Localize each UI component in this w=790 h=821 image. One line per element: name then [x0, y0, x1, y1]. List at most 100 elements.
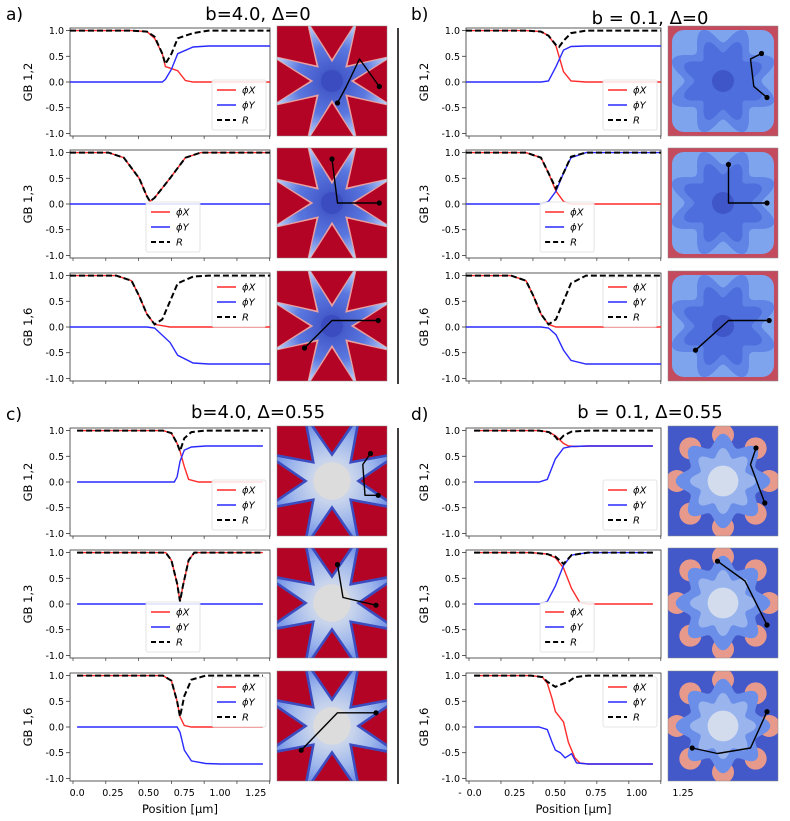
legend-label: ϕX	[176, 608, 191, 619]
legend-box	[145, 201, 201, 253]
legend: ϕX ϕY R	[602, 276, 658, 328]
series-line-r	[466, 29, 661, 49]
map-image	[277, 271, 387, 381]
map-image	[668, 426, 778, 536]
map-image	[277, 426, 387, 536]
series-line-r	[474, 551, 653, 566]
map-image	[277, 26, 387, 136]
y-tick-label: 1.0	[49, 26, 64, 37]
legend-label: ϕY	[242, 298, 256, 309]
y-tick-label: 0.5	[49, 297, 64, 308]
legend-box	[211, 79, 267, 131]
star-core	[707, 587, 739, 619]
legend-label: R	[242, 116, 249, 127]
legend: ϕX ϕY R	[539, 601, 595, 653]
legend: ϕX ϕY R	[211, 479, 267, 531]
legend-label: R	[633, 516, 640, 527]
y-tick-label: 1.0	[445, 148, 460, 159]
path-end-dot	[725, 161, 732, 168]
y-tick-label: 0.0	[445, 478, 460, 489]
map-3-0	[667, 425, 779, 537]
panel-2-subplot-1: 1.0 0.5 0.0 -0.5 -1.0 GB 1,3 ϕX ϕY R	[21, 548, 271, 662]
grain-boundary-path	[717, 560, 768, 626]
series-line-r	[466, 274, 661, 326]
star-core	[321, 70, 343, 92]
map-0-0	[276, 25, 388, 137]
legend-label: ϕX	[570, 208, 585, 219]
legend-box	[602, 479, 658, 531]
y-tick-label: 0.0	[445, 78, 460, 89]
panel-0-subplot-2: 1.0 0.5 0.0 -0.5 -1.0 GB 1,6 ϕX ϕY R	[21, 271, 271, 385]
legend: ϕX ϕY R	[211, 276, 267, 328]
legend-label: ϕX	[633, 486, 648, 497]
legend: ϕX ϕY R	[145, 601, 201, 653]
map-1-2	[667, 270, 779, 382]
series-line-phiy	[466, 45, 661, 83]
series-line-r	[77, 674, 263, 717]
map-1-1	[667, 147, 779, 259]
y-tick-label: -1.0	[45, 251, 64, 262]
y-tick-label: 0.0	[445, 600, 460, 611]
y-tick-label: 1.0	[445, 26, 460, 37]
y-tick-label: 0.0	[445, 323, 460, 334]
y-tick-label: 0.5	[49, 52, 64, 63]
y-tick-label: 0.5	[445, 52, 460, 63]
panel-1-subplot-0: 1.0 0.5 0.0 -0.5 -1.0 GB 1,2 ϕX ϕY R	[417, 26, 662, 140]
legend: ϕX ϕY R	[602, 479, 658, 531]
legend-label: ϕY	[633, 501, 647, 512]
legend-label: ϕX	[633, 283, 648, 294]
legend-label: ϕX	[242, 683, 257, 694]
path-start-dot	[764, 709, 770, 715]
x-tick-label: -	[458, 788, 461, 799]
star-core	[313, 584, 351, 622]
path-end-dot	[692, 347, 699, 353]
path-end-dot	[334, 100, 341, 106]
path-start-dot	[375, 317, 381, 324]
legend-label: ϕY	[633, 698, 647, 709]
legend-label: R	[633, 713, 640, 724]
legend-label: ϕY	[570, 623, 584, 634]
path-end-dot	[298, 747, 304, 753]
path-start-dot	[714, 558, 721, 564]
map-2-1	[276, 547, 388, 659]
grain-boundary-path	[331, 158, 380, 204]
path-start-dot	[753, 445, 759, 451]
y-tick-label: -0.5	[45, 748, 64, 759]
map-image	[668, 26, 778, 136]
legend-label: ϕY	[242, 698, 256, 709]
y-tick-label: -0.5	[441, 625, 460, 636]
map-border	[667, 547, 779, 659]
y-tick-label: -1.0	[441, 651, 460, 662]
legend: ϕX ϕY R	[211, 676, 267, 728]
y-tick-label: -1.0	[45, 374, 64, 385]
y-tick-label: 0.0	[445, 723, 460, 734]
y-tick-label: -1.0	[441, 374, 460, 385]
series-line-phiy	[466, 326, 661, 365]
panel-a-title: b=4.0, Δ=0	[205, 4, 310, 25]
map-image	[668, 671, 778, 781]
star-core	[712, 70, 734, 92]
legend-label: R	[570, 238, 577, 249]
path-start-dot	[766, 317, 772, 324]
y-tick-label: 0.5	[445, 452, 460, 463]
x-tick-label: 0.25	[504, 788, 525, 799]
y-axis-label: GB 1,6	[417, 708, 431, 747]
series-line-r	[70, 29, 270, 67]
path-start-dot	[375, 492, 381, 498]
y-tick-label: -1.0	[441, 774, 460, 785]
series-line-r	[77, 551, 263, 602]
y-tick-label: 0.5	[445, 297, 460, 308]
series-line-r	[474, 674, 653, 689]
legend-label: R	[633, 116, 640, 127]
panel-0-subplot-0: 1.0 0.5 0.0 -0.5 -1.0 GB 1,2 ϕX ϕY R	[21, 26, 271, 140]
panel-3-subplot-2: 1.0 0.5 0.0 -0.5 -1.0 GB 1,6 ϕX ϕY R	[417, 671, 662, 785]
legend-label: ϕY	[242, 501, 256, 512]
panel-b-letter: b)	[411, 5, 428, 25]
path-end-dot	[762, 500, 768, 506]
legend-label: ϕX	[176, 208, 191, 219]
y-tick-label: -1.0	[45, 529, 64, 540]
y-tick-label: -1.0	[45, 774, 64, 785]
panel-1-subplot-2: 1.0 0.5 0.0 -0.5 -1.0 GB 1,6 ϕX ϕY R	[417, 271, 662, 385]
path-start-dot	[758, 50, 765, 57]
map-image	[277, 671, 387, 781]
